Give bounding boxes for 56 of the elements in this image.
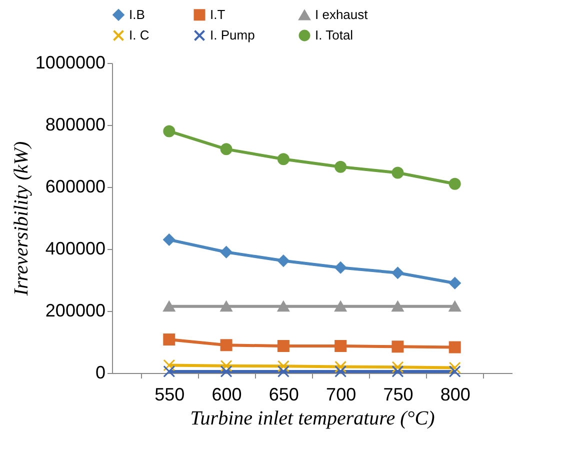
point <box>448 277 461 290</box>
x-tick-label: 600 <box>212 384 242 404</box>
legend-label: I. Pump <box>210 28 255 42</box>
y-tick-label: 0 <box>95 362 106 382</box>
point <box>220 339 232 352</box>
y-axis-title: Irreversibility (kW) <box>10 141 32 297</box>
x-tick-label: 550 <box>154 384 185 404</box>
x-tick-label: 800 <box>440 384 470 404</box>
point <box>163 234 176 246</box>
point <box>277 153 290 166</box>
legend-label: I. C <box>129 28 150 42</box>
point <box>334 360 347 373</box>
legend-label: I exhaust <box>315 7 368 22</box>
point <box>392 361 404 374</box>
legend-label: I.T <box>210 6 226 22</box>
point <box>448 341 461 354</box>
point <box>392 340 404 353</box>
point <box>392 365 404 378</box>
point <box>277 254 290 267</box>
point <box>220 365 232 378</box>
point <box>277 301 290 312</box>
point <box>448 301 461 312</box>
point <box>163 359 176 372</box>
y-tick-label: 600000 <box>45 176 106 196</box>
x-tick-label: 700 <box>326 384 356 404</box>
point <box>163 334 176 346</box>
point <box>392 166 404 179</box>
point <box>163 301 176 312</box>
point <box>220 143 232 156</box>
point <box>163 125 176 138</box>
x-tick-label: 750 <box>383 384 414 404</box>
x-tick-label: 650 <box>268 384 299 404</box>
legend-label: I.B <box>129 6 145 22</box>
y-tick-label: 400000 <box>45 238 106 258</box>
x-axis-title: Turbine inlet temperature (°C) <box>190 408 436 430</box>
point <box>334 365 347 378</box>
point <box>277 365 290 378</box>
point <box>448 178 461 190</box>
y-tick-label: 1000000 <box>35 52 106 72</box>
point <box>334 340 347 352</box>
point <box>448 365 461 378</box>
legend-label: I. Total <box>315 28 354 42</box>
point <box>220 246 232 258</box>
point <box>220 301 232 312</box>
point <box>392 266 404 279</box>
point <box>277 340 290 352</box>
point <box>392 301 404 312</box>
point <box>334 262 347 274</box>
y-tick-label: 800000 <box>45 114 106 134</box>
point <box>220 360 232 372</box>
point <box>334 301 347 312</box>
point <box>334 160 347 173</box>
point <box>277 360 290 372</box>
point <box>448 362 461 374</box>
y-tick-label: 200000 <box>45 300 106 320</box>
point <box>163 365 176 378</box>
